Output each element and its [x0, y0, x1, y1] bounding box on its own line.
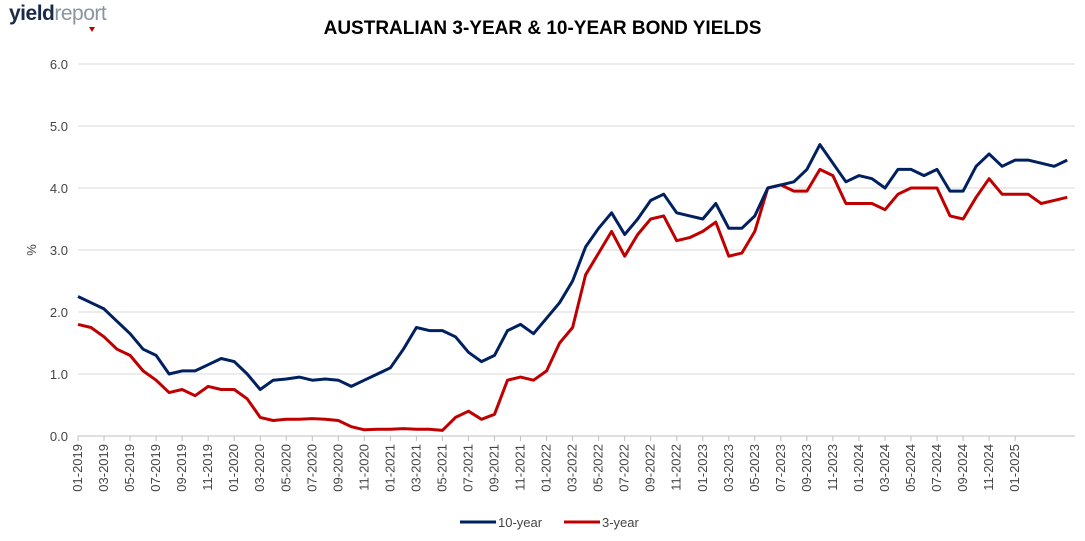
x-tick-label: 03-2022 — [565, 444, 580, 492]
x-tick-label: 05-2020 — [278, 444, 293, 492]
x-tick-label: 07-2024 — [929, 444, 944, 492]
x-tick-label: 01-2023 — [695, 444, 710, 492]
logo-tick-mark — [89, 27, 95, 32]
y-tick-label: 0.0 — [50, 429, 68, 444]
y-tick-label: 5.0 — [50, 119, 68, 134]
x-tick-label: 09-2022 — [643, 444, 658, 492]
x-tick-label: 07-2019 — [148, 444, 163, 492]
x-tick-label: 11-2020 — [356, 444, 371, 491]
x-tick-label: 01-2024 — [851, 444, 866, 492]
x-tick-label: 05-2024 — [903, 444, 918, 492]
x-tick-label: 07-2021 — [460, 444, 475, 492]
y-tick-label: 1.0 — [50, 367, 68, 382]
x-tick-label: 07-2022 — [617, 444, 632, 492]
x-tick-label: 05-2022 — [591, 444, 606, 492]
x-tick-label: 03-2023 — [721, 444, 736, 492]
x-tick-label: 01-2019 — [70, 444, 85, 492]
y-axis-ticks: 0.0 1.0 2.0 3.0 4.0 5.0 6.0 — [50, 57, 68, 444]
x-tick-label: 07-2020 — [304, 444, 319, 492]
x-tick-label: 09-2021 — [487, 444, 502, 492]
logo-part1: yield — [9, 2, 55, 25]
x-tick-label: 09-2024 — [955, 444, 970, 492]
x-tick-label: 01-2022 — [539, 444, 554, 492]
series-line-3-year — [77, 167, 1068, 432]
x-axis-ticks: 01-2019 03-2019 05-2019 07-2019 09-2019 11-20… — [70, 436, 1022, 492]
x-tick-label: 01-2020 — [226, 444, 241, 492]
x-tick-label: 05-2021 — [434, 444, 449, 492]
x-tick-label: 11-2024 — [981, 444, 996, 491]
x-tick-label: 01-2025 — [1007, 444, 1022, 492]
gridlines — [78, 63, 1075, 437]
x-tick-label: 01-2021 — [382, 444, 397, 492]
legend: 10-year 3-year — [460, 515, 640, 530]
y-tick-label: 6.0 — [50, 57, 68, 72]
x-tick-label: 09-2019 — [174, 444, 189, 492]
series-line-10-year — [77, 143, 1068, 391]
y-tick-label: 3.0 — [50, 243, 68, 258]
x-tick-label: 05-2019 — [122, 444, 137, 492]
x-tick-label: 07-2023 — [773, 444, 788, 492]
legend-label: 10-year — [498, 515, 543, 530]
x-tick-label: 03-2021 — [408, 444, 423, 492]
x-tick-label: 03-2020 — [252, 444, 267, 492]
yieldreport-logo: yieldreport — [9, 2, 107, 32]
x-tick-label: 11-2022 — [669, 444, 684, 491]
x-tick-label: 09-2023 — [799, 444, 814, 492]
y-tick-label: 2.0 — [50, 305, 68, 320]
series-lines — [77, 143, 1068, 432]
chart-title: AUSTRALIAN 3-YEAR & 10-YEAR BOND YIELDS — [323, 18, 762, 39]
x-tick-label: 11-2019 — [200, 444, 215, 491]
x-tick-label: 05-2023 — [747, 444, 762, 492]
x-tick-label: 03-2019 — [96, 444, 111, 492]
legend-label: 3-year — [602, 515, 640, 530]
y-tick-label: 4.0 — [50, 181, 68, 196]
x-tick-label: 09-2020 — [330, 444, 345, 492]
logo-part2: report — [54, 2, 107, 25]
x-tick-label: 03-2024 — [877, 444, 892, 492]
x-tick-label: 11-2023 — [825, 444, 840, 491]
y-axis-label: % — [24, 244, 39, 256]
x-tick-label: 11-2021 — [513, 444, 528, 491]
